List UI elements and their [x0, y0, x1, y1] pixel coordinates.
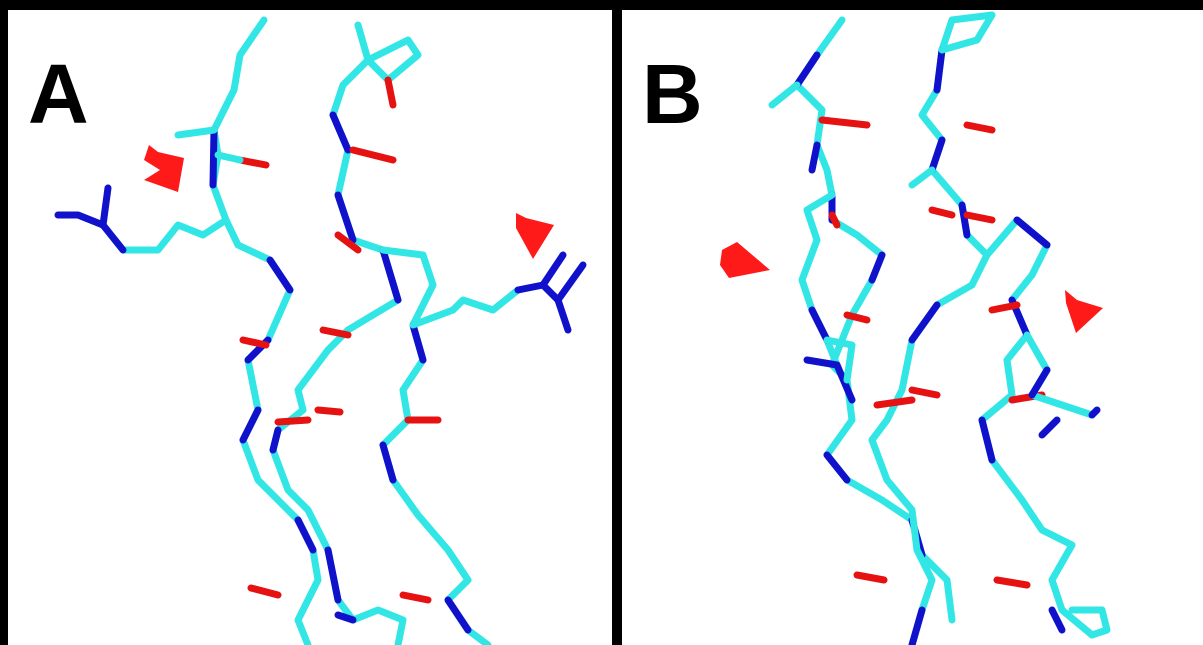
nitrogen-segment	[1038, 416, 1061, 439]
ring	[938, 11, 996, 54]
panel-label-a: A	[28, 47, 89, 141]
side-chain	[908, 166, 936, 189]
side-chain	[409, 286, 522, 329]
nitrogen-segment	[978, 416, 996, 464]
nitrogen-segment	[933, 46, 946, 94]
nitrogen-segment	[266, 256, 294, 294]
nitrogen-segment	[1048, 606, 1066, 634]
nitrogen-segment	[823, 451, 851, 484]
carbonyl	[988, 301, 1021, 314]
arrow-marker-right	[516, 213, 554, 259]
nitrogen-segment	[379, 441, 397, 484]
nitrogen-segment	[833, 361, 856, 404]
arrow-marker-left	[144, 145, 184, 192]
peptide-structure-a	[54, 16, 587, 645]
nitrogen-segment	[1028, 366, 1051, 399]
nitrogen-segment	[803, 356, 841, 369]
side-chain	[768, 81, 801, 109]
nitrogen-segment	[958, 201, 971, 239]
nitrogen-segment	[554, 261, 587, 304]
arrow-marker-left	[720, 242, 770, 278]
nitrogen-segment	[1088, 406, 1101, 419]
nitrogen-segment	[54, 211, 107, 229]
carbonyl	[236, 156, 270, 169]
figure-border-left	[0, 0, 8, 645]
nitrogen-segment	[209, 126, 218, 189]
carbonyl	[314, 406, 344, 416]
figure-border-top	[0, 0, 1203, 10]
carbonyl	[247, 584, 282, 599]
ring	[364, 36, 422, 84]
nitrogen-segment	[269, 426, 282, 454]
backbone-strand-2	[868, 16, 991, 645]
nitrogen-segment	[99, 184, 112, 229]
nitrogen-segment	[908, 301, 941, 344]
nitrogen-segment	[808, 141, 821, 174]
carbonyl	[963, 121, 996, 134]
carbonyl	[274, 416, 312, 426]
carbonyl	[928, 206, 956, 219]
nitrogen-segment	[928, 136, 946, 174]
carbonyl	[843, 311, 871, 324]
nitrogen-segment	[294, 516, 317, 554]
nitrogen-segment	[99, 221, 127, 254]
side-chain	[174, 126, 218, 139]
carbonyl	[334, 231, 362, 254]
nitrogen-segment	[444, 596, 472, 634]
side-chain	[1058, 401, 1096, 419]
nitrogen-segment	[808, 306, 831, 344]
carbonyl	[853, 571, 888, 584]
nitrogen-segment	[868, 251, 886, 284]
panel-label-b: B	[642, 47, 703, 141]
ring	[823, 336, 856, 384]
nitrogen-segment	[539, 251, 567, 289]
backbone-strand-3	[379, 246, 492, 645]
nitrogen-segment	[334, 191, 357, 244]
nitrogen-segment	[514, 281, 572, 334]
backbone-strand-1	[209, 16, 322, 645]
nitrogen-segment	[239, 406, 262, 444]
carbonyl-carbon	[214, 151, 244, 164]
nitrogen-segment	[908, 606, 926, 645]
carbonyl	[963, 211, 996, 224]
carbonyl	[993, 576, 1031, 589]
nitrogen-segment	[1013, 216, 1051, 249]
carbonyl	[319, 326, 352, 339]
nitrogen-segment	[324, 546, 342, 604]
backbone-strand-3	[978, 216, 1096, 639]
panel-b: B	[622, 10, 1203, 645]
panel-divider	[612, 0, 622, 645]
carbonyl	[384, 76, 397, 109]
nitrogen-segment	[334, 611, 357, 624]
panel-a: A	[8, 10, 612, 645]
nitrogen-segment	[329, 111, 352, 154]
peptide-structure-b	[720, 11, 1111, 645]
carbonyl	[828, 211, 841, 229]
carbonyl	[908, 386, 941, 399]
carbonyl	[873, 396, 916, 409]
ring	[1068, 606, 1111, 639]
arrow-marker-right	[1065, 290, 1103, 333]
nitrogen-segment	[379, 246, 402, 304]
carbonyl	[818, 116, 871, 129]
carbonyl	[239, 336, 270, 349]
nitrogen-segment	[793, 51, 821, 89]
carbonyl	[399, 591, 432, 604]
ring	[349, 606, 407, 645]
nitrogen-segment	[409, 321, 427, 364]
carbonyl	[349, 146, 397, 164]
